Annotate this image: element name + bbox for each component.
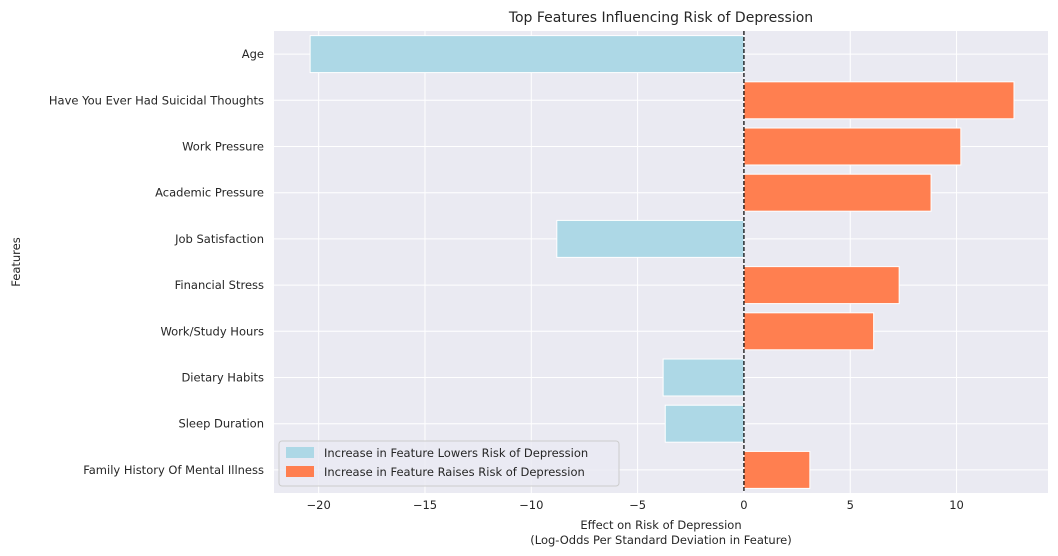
y-tick-label: Have You Ever Had Suicidal Thoughts xyxy=(49,93,264,107)
x-tick-label: 0 xyxy=(740,498,747,512)
y-tick-label: Job Satisfaction xyxy=(174,232,264,246)
x-tick-labels: −20 −15 −10 −5 0 5 10 xyxy=(307,498,964,512)
chart-title: Top Features Influencing Risk of Depress… xyxy=(508,10,813,26)
bar xyxy=(662,358,745,397)
x-tick-label: −15 xyxy=(413,498,437,512)
bar xyxy=(743,266,900,305)
legend-frame xyxy=(278,440,620,487)
x-tick-label: −20 xyxy=(307,498,331,512)
y-tick-label: Age xyxy=(242,47,264,61)
bar xyxy=(743,81,1015,120)
legend-swatch-raises xyxy=(286,466,314,477)
bar xyxy=(743,450,811,489)
bar xyxy=(743,312,875,351)
bar xyxy=(556,219,745,258)
y-tick-label: Family History Of Mental Illness xyxy=(83,463,264,477)
y-tick-label: Dietary Habits xyxy=(181,371,264,385)
x-axis-label-line1: Effect on Risk of Depression xyxy=(580,518,741,532)
y-tick-labels: Age Have You Ever Had Suicidal Thoughts Wo… xyxy=(49,47,264,477)
bars xyxy=(309,35,1015,489)
x-tick-label: 5 xyxy=(847,498,854,512)
x-tick-label: −5 xyxy=(629,498,646,512)
legend-swatch-lowers xyxy=(286,447,314,458)
y-tick-label: Work/Study Hours xyxy=(160,324,264,338)
y-axis-label: Features xyxy=(9,237,23,286)
x-tick-label: 10 xyxy=(949,498,964,512)
bar xyxy=(664,404,745,443)
legend-label-lowers: Increase in Feature Lowers Risk of Depre… xyxy=(324,446,588,460)
bar xyxy=(743,127,962,166)
y-tick-label: Work Pressure xyxy=(182,140,264,154)
y-tick-label: Academic Pressure xyxy=(155,186,264,200)
legend-label-raises: Increase in Feature Raises Risk of Depre… xyxy=(324,465,585,479)
bar xyxy=(309,35,745,74)
x-tick-label: −10 xyxy=(519,498,543,512)
y-tick-label: Sleep Duration xyxy=(178,417,264,431)
bar xyxy=(743,173,932,212)
y-tick-label: Financial Stress xyxy=(175,278,264,292)
legend: Increase in Feature Lowers Risk of Depre… xyxy=(278,440,620,487)
x-axis-label-line2: (Log-Odds Per Standard Deviation in Feat… xyxy=(530,533,792,547)
